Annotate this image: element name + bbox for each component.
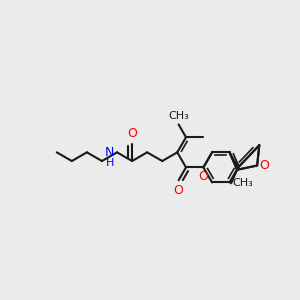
Text: H: H [106, 158, 115, 168]
Text: N: N [105, 146, 115, 159]
Text: O: O [127, 127, 137, 140]
Text: O: O [174, 184, 184, 197]
Text: CH₃: CH₃ [232, 178, 254, 188]
Text: O: O [260, 159, 269, 172]
Text: O: O [199, 170, 208, 183]
Text: CH₃: CH₃ [168, 111, 189, 121]
